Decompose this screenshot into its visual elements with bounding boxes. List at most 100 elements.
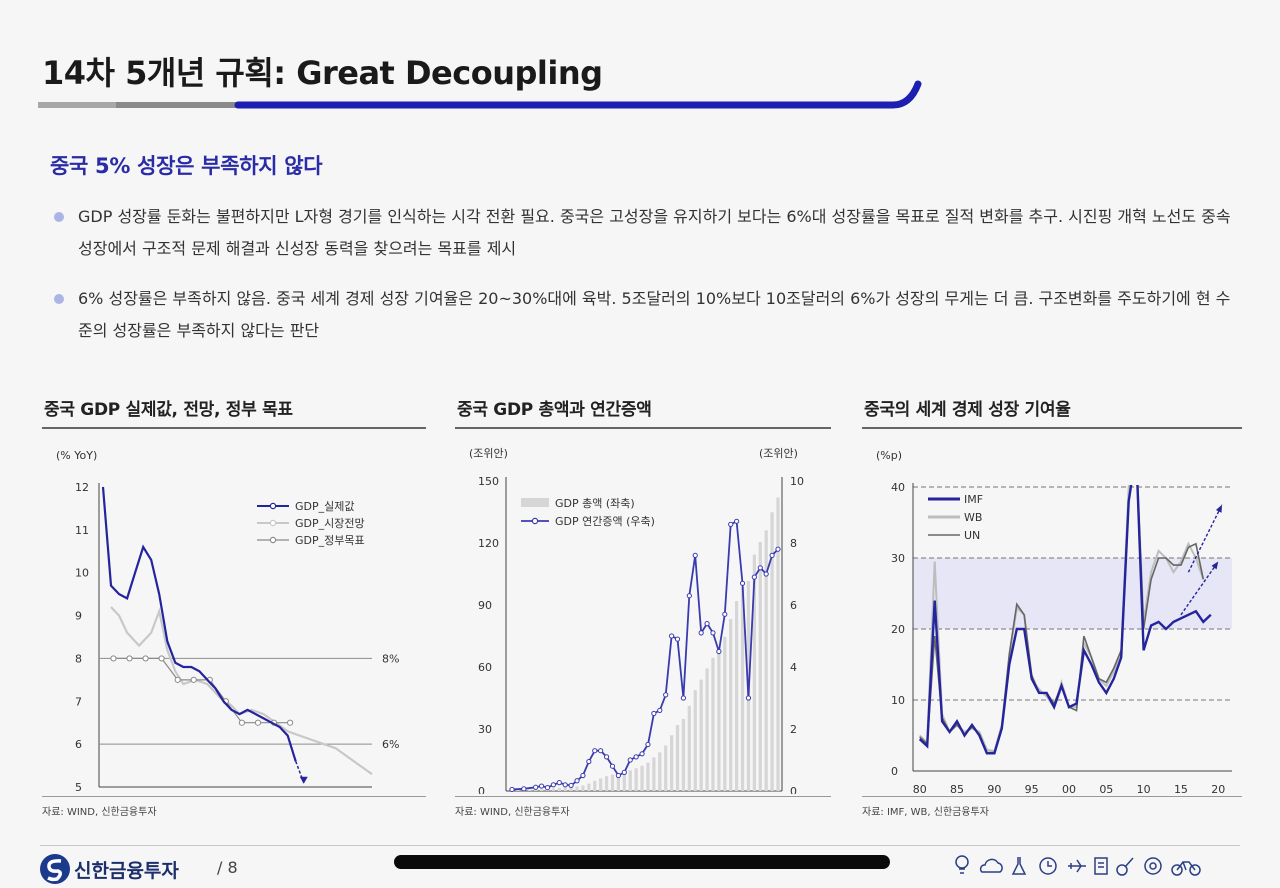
y-tick-label: 8 xyxy=(75,652,82,665)
x-tick-label: 22 xyxy=(317,793,331,794)
gdp-total-bar xyxy=(758,541,762,791)
x-tick-label: 08 xyxy=(92,793,106,794)
legend-label: GDP 총액 (좌축) xyxy=(555,497,635,510)
flask-icon xyxy=(1011,857,1027,875)
x-tick-label: 80 xyxy=(913,783,927,794)
y-tick-label: 20 xyxy=(891,623,905,636)
y-tick-label: 12 xyxy=(75,481,89,494)
legend-label: GDP_정부목표 xyxy=(295,534,365,547)
gdp-total-bar xyxy=(664,745,668,791)
x-tick-label: 10 xyxy=(124,793,138,794)
trend-arrow-head-icon xyxy=(1211,561,1219,570)
target-point xyxy=(190,676,197,683)
y-left-tick-label: 150 xyxy=(478,475,499,488)
y-tick-label: 5 xyxy=(75,781,82,794)
gdp-increment-point xyxy=(574,778,580,784)
gdp-increment-point xyxy=(538,783,545,789)
chart-panel-gdp-total: 중국 GDP 총액과 연간증액 (조위안) (조위안) 0 30 60 90 120 150 0… xyxy=(455,395,831,818)
gdp-total-bar xyxy=(628,770,632,791)
flower-icon xyxy=(1144,857,1162,875)
gdp-increment-point xyxy=(734,518,740,524)
y-left-tick-label: 0 xyxy=(478,785,485,794)
series-line-imf xyxy=(918,485,1212,755)
target-point xyxy=(174,676,181,683)
target-point xyxy=(110,655,117,662)
footer-divider xyxy=(40,845,1240,846)
page-number: / 8 xyxy=(217,858,238,877)
gdp-total-bar xyxy=(534,789,538,791)
chart-title: 중국 GDP 총액과 연간증액 xyxy=(457,400,652,420)
gdp-increment-point xyxy=(568,782,574,789)
x-tick-label: 05 xyxy=(1099,783,1113,794)
gdp-increment-point xyxy=(580,772,586,779)
gdp-total-bar xyxy=(669,735,674,791)
shinhan-logo-icon xyxy=(40,854,70,884)
arrow-head-icon xyxy=(299,776,308,784)
gdp-increment-point xyxy=(745,695,752,701)
airplane-icon xyxy=(1068,859,1086,873)
legend-label: WB xyxy=(964,511,982,524)
gdp-increment-point xyxy=(521,786,527,792)
chart-title-rule xyxy=(455,427,831,429)
gdp-increment-point xyxy=(544,784,551,791)
legend-marker xyxy=(269,536,277,544)
gdp-total-bar xyxy=(563,787,567,791)
gdp-increment-point xyxy=(674,636,681,642)
y-axis-unit-label: (%p) xyxy=(876,449,902,462)
chart-source: 자료: WIND, 신한금융투자 xyxy=(42,796,426,818)
target-point xyxy=(238,719,246,726)
home-indicator[interactable] xyxy=(394,855,890,869)
gdp-total-bar xyxy=(734,601,739,791)
gdp-total-bar xyxy=(711,657,715,791)
gdp-increment-point xyxy=(639,751,645,757)
x-tick-label: 18 xyxy=(253,793,267,794)
reference-line-label: 8% xyxy=(382,652,399,665)
target-point xyxy=(287,719,294,726)
gdp-increment-point xyxy=(769,552,775,559)
chart-title: 중국 GDP 실제값, 전망, 정부 목표 xyxy=(44,400,293,420)
gdp-increment-point xyxy=(562,782,568,788)
x-tick-label: 20 xyxy=(285,793,299,794)
footer-icon-strip xyxy=(955,855,1201,876)
gdp-increment-point xyxy=(651,710,657,717)
y-tick-label: 11 xyxy=(75,524,89,537)
legend-marker xyxy=(531,517,539,525)
x-tick-label: 14 xyxy=(188,793,202,794)
trend-arrow-line xyxy=(1187,504,1223,573)
gdp-total-increment-chart: (조위안)(조위안)030609012015002468108085909500… xyxy=(469,447,804,794)
gdp-increment-point xyxy=(633,754,639,760)
world-growth-contribution-chart: (%p) 0 10 20 30 40 80 85 90 95 00 05 10 15 20 IMF WB UN xyxy=(876,449,1232,794)
gdp-increment-point xyxy=(627,757,633,763)
gdp-total-bar xyxy=(681,718,686,791)
target-shaded-band xyxy=(913,558,1232,629)
gdp-increment-point xyxy=(609,763,616,769)
trend-arrow-line xyxy=(1180,561,1219,616)
x-tick-label: 00 xyxy=(1062,783,1076,794)
y-right-tick-label: 4 xyxy=(790,661,797,674)
legend-label: GDP_실제값 xyxy=(295,500,355,513)
x-tick-label: 85 xyxy=(950,783,964,794)
section-heading: 중국 5% 성장은 부족하지 않다 xyxy=(50,154,323,178)
gdp-actual-forecast-target-chart: (% YoY) 5 6 7 8 9 10 11 12 08 10 12 14 16 18 20 22 24 8% 6%… xyxy=(56,449,399,794)
gdp-total-bar xyxy=(687,705,691,791)
gdp-total-bar xyxy=(646,762,650,791)
gdp-increment-point xyxy=(621,769,627,775)
gdp-total-bar xyxy=(575,786,579,791)
gdp-total-bar xyxy=(604,776,609,791)
gdp-total-bar xyxy=(699,679,703,791)
bullet-item: 6% 성장률은 부족하지 않음. 중국 세계 경제 성장 기여율은 20~30%… xyxy=(52,283,1237,347)
x-tick-label: 10 xyxy=(1137,783,1151,794)
target-point xyxy=(158,655,165,662)
legend-swatch-bar xyxy=(521,498,549,507)
gdp-total-bar xyxy=(770,512,774,791)
legend-label: GDP_시장전망 xyxy=(295,517,365,530)
gdp-total-bar xyxy=(740,587,745,791)
gdp-total-bar xyxy=(640,765,644,791)
gdp-total-bar xyxy=(717,648,721,791)
y-tick-label: 10 xyxy=(75,567,89,580)
gdp-increment-point xyxy=(615,772,621,779)
y-left-tick-label: 120 xyxy=(478,537,499,550)
gdp-increment-point xyxy=(550,782,556,788)
bullet-dot-icon xyxy=(54,294,64,304)
bicycle-icon xyxy=(1171,861,1201,876)
